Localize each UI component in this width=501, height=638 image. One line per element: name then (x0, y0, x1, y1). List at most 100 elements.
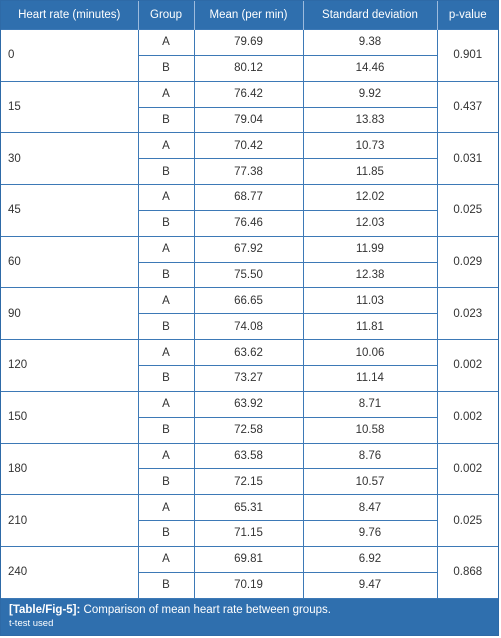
mean-cell: 69.81 (193, 545, 304, 573)
table-row: 15 A 76.42 9.92 0.437 (1, 80, 498, 134)
table-row: 0 A 79.69 9.38 0.901 (1, 29, 498, 82)
sd-cell: 11.99 (302, 235, 438, 263)
time-point-cell: 45 (1, 184, 139, 237)
table-row: B 72.58 10.58 (1, 416, 498, 444)
group-cell: B (138, 106, 195, 134)
p-value-cell: 0.002 (436, 339, 498, 392)
caption-label: [Table/Fig-5]: (9, 603, 81, 616)
mean-cell: 72.58 (193, 416, 304, 444)
table-row: B 72.15 10.57 (1, 468, 498, 496)
mean-cell: 65.31 (193, 494, 304, 522)
mean-cell: 75.50 (193, 261, 304, 289)
sd-cell: 11.85 (302, 158, 437, 186)
group-cell: A (137, 80, 195, 108)
group-cell: A (137, 287, 195, 315)
table-row: 210 A 65.31 8.47 0.025 (1, 494, 498, 547)
p-value-cell: 0.901 (436, 29, 498, 82)
group-cell: B (138, 54, 195, 82)
mean-cell: 68.77 (193, 184, 304, 211)
p-value-cell: 0.868 (436, 545, 498, 599)
sd-cell: 10.58 (302, 416, 437, 444)
sd-cell: 13.83 (302, 106, 437, 134)
group-cell: A (137, 339, 195, 366)
time-point-cell: 240 (1, 545, 139, 599)
mean-cell: 71.15 (193, 520, 304, 547)
header-mean: Mean (per min) (194, 1, 304, 30)
mean-cell: 72.15 (193, 468, 304, 496)
caption-text: Comparison of mean heart rate between gr… (80, 603, 331, 616)
table-row: 240 A 69.81 6.92 0.868 (1, 545, 498, 599)
time-point-cell: 90 (1, 287, 139, 341)
time-point-cell: 15 (1, 80, 139, 134)
group-cell: A (137, 132, 195, 160)
sd-cell: 10.73 (302, 132, 438, 160)
p-value-cell: 0.025 (436, 184, 498, 237)
header-heart-rate: Heart rate (minutes) (1, 1, 139, 30)
mean-cell: 70.19 (193, 571, 304, 599)
sd-cell: 9.76 (302, 520, 437, 547)
mean-cell: 67.92 (193, 235, 304, 263)
mean-cell: 63.92 (193, 390, 304, 418)
sd-cell: 11.81 (302, 313, 437, 341)
group-cell: B (138, 416, 195, 444)
sd-cell: 10.06 (302, 339, 438, 366)
group-cell: B (138, 468, 195, 496)
sd-cell: 14.46 (302, 54, 437, 82)
table-row: 120 A 63.62 10.06 0.002 (1, 339, 498, 392)
group-cell: A (137, 442, 195, 470)
mean-cell: 76.42 (193, 80, 304, 108)
group-cell: A (137, 29, 195, 56)
sd-cell: 10.57 (302, 468, 437, 496)
heart-rate-table: Heart rate (minutes) Group Mean (per min… (1, 1, 498, 599)
time-point-cell: 210 (1, 494, 139, 547)
sd-cell: 9.38 (302, 29, 438, 56)
p-value-cell: 0.002 (436, 442, 498, 496)
group-cell: B (138, 158, 195, 186)
header-p-value: p-value (437, 1, 498, 30)
table-row: B 75.50 12.38 (1, 261, 498, 289)
sd-cell: 9.47 (302, 571, 437, 599)
group-cell: A (137, 390, 195, 418)
group-cell: B (138, 520, 195, 547)
sd-cell: 8.71 (302, 390, 438, 418)
time-point-cell: 120 (1, 339, 139, 392)
mean-cell: 70.42 (193, 132, 304, 160)
sd-cell: 12.38 (302, 261, 437, 289)
p-value-cell: 0.029 (436, 235, 498, 289)
table-row: B 73.27 11.14 (1, 364, 498, 392)
group-cell: A (137, 184, 195, 211)
time-point-cell: 150 (1, 390, 139, 444)
sd-cell: 9.92 (302, 80, 438, 108)
header-row: Heart rate (minutes) Group Mean (per min… (1, 1, 498, 30)
sd-cell: 11.14 (302, 364, 437, 392)
group-cell: A (137, 494, 195, 522)
sd-cell: 8.76 (302, 442, 438, 470)
table-row: B 74.08 11.81 (1, 313, 498, 341)
header-group: Group (138, 1, 195, 30)
mean-cell: 80.12 (193, 54, 304, 82)
group-cell: B (138, 571, 195, 599)
mean-cell: 76.46 (193, 209, 304, 237)
group-cell: A (137, 545, 195, 573)
p-value-cell: 0.031 (436, 132, 498, 186)
time-point-cell: 30 (1, 132, 139, 186)
group-cell: A (137, 235, 195, 263)
sd-cell: 11.03 (302, 287, 438, 315)
caption-note: t-test used (9, 617, 54, 629)
sd-cell: 12.03 (302, 209, 437, 237)
mean-cell: 63.58 (193, 442, 304, 470)
table-body: 0 A 79.69 9.38 0.901 B 80.12 14.46 15 A 76.42 9.92 0… (1, 29, 498, 599)
sd-cell: 8.47 (302, 494, 438, 522)
table-row: 45 A 68.77 12.02 0.025 (1, 184, 498, 237)
mean-cell: 66.65 (193, 287, 304, 315)
time-point-cell: 0 (1, 29, 139, 82)
table-row: B 70.19 9.47 (1, 571, 498, 599)
header-sd: Standard deviation (303, 1, 438, 30)
table-row: B 77.38 11.85 (1, 158, 498, 186)
table-row: 180 A 63.58 8.76 0.002 (1, 442, 498, 496)
group-cell: B (138, 209, 195, 237)
group-cell: B (138, 364, 195, 392)
p-value-cell: 0.002 (436, 390, 498, 444)
sd-cell: 6.92 (302, 545, 438, 573)
